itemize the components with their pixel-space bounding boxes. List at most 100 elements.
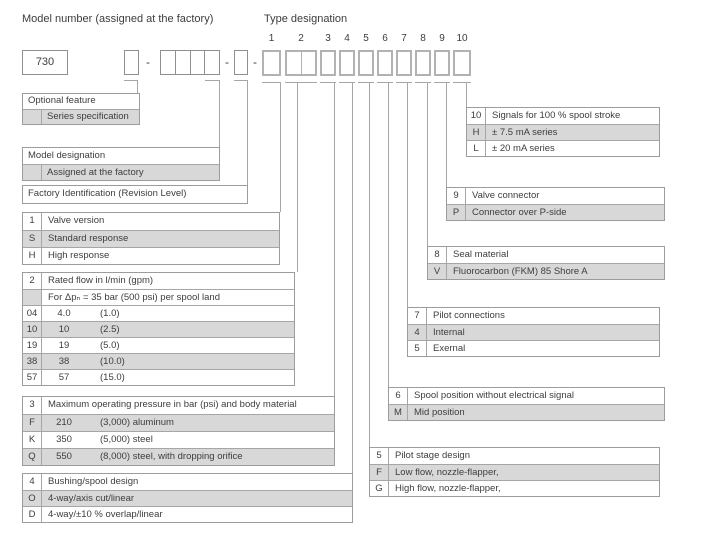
row-label: ± 20 mA series xyxy=(492,143,555,154)
table-row: For Δpₙ = 35 bar (500 psi) per spool lan… xyxy=(23,289,294,305)
code-cell: S xyxy=(23,231,42,247)
connector-8-drop xyxy=(427,82,428,246)
table-row: 6 Spool position without electrical sign… xyxy=(389,388,664,404)
type-box-5 xyxy=(358,50,374,76)
row-label: Standard response xyxy=(48,233,129,244)
connector-1-drop xyxy=(280,82,281,212)
flow-lmin: 38 xyxy=(58,356,70,367)
table-valve-version: 1 Valve version S Standard response H Hi… xyxy=(22,212,280,265)
connector-3 xyxy=(320,82,336,83)
dash-3: - xyxy=(253,55,257,69)
pressure-desc: (3,000) aluminum xyxy=(100,417,174,428)
flow-lmin: 4.0 xyxy=(57,308,71,319)
connector-2-drop xyxy=(297,82,298,272)
row-label: High response xyxy=(48,250,110,261)
table-row: 8 Seal material xyxy=(428,247,664,263)
dash-1: - xyxy=(146,55,150,69)
position-number-9: 9 xyxy=(439,33,445,44)
table-rated-flow: 2 Rated flow in l/min (gpm) For Δpₙ = 35… xyxy=(22,272,295,386)
table-row: 10 10 (2.5) xyxy=(23,321,294,337)
connector-optional xyxy=(124,80,138,81)
code-cell: M xyxy=(389,405,408,420)
code-cell: K xyxy=(23,432,42,448)
table-row: Assigned at the factory xyxy=(23,164,219,180)
position-number-3: 3 xyxy=(325,33,331,44)
type-box-8 xyxy=(415,50,431,76)
code-cell xyxy=(23,290,42,305)
code-cell: 04 xyxy=(23,306,42,321)
model-number-label: Model number (assigned at the factory) xyxy=(22,13,214,25)
type-box-2 xyxy=(285,50,317,76)
code-cell: V xyxy=(428,264,447,279)
connector-revision-drop xyxy=(247,80,248,185)
position-number-2: 2 xyxy=(298,33,304,44)
table-title: Pilot connections xyxy=(433,310,505,321)
position-number: 7 xyxy=(408,308,427,324)
row-label: High flow, nozzle-flapper, xyxy=(395,483,501,494)
pressure-bar: 210 xyxy=(56,417,72,428)
table-row: 4 Internal xyxy=(408,324,659,340)
table-row: P Connector over P-side xyxy=(447,204,664,220)
table-title: Valve connector xyxy=(472,190,540,201)
table-model-designation: Model designation Assigned at the factor… xyxy=(22,147,220,181)
table-title: Factory Identification (Revision Level) xyxy=(28,188,187,199)
connector-9-drop xyxy=(446,82,447,187)
table-row: H High response xyxy=(23,247,279,264)
optional-feature-box xyxy=(124,50,139,75)
position-number-7: 7 xyxy=(401,33,407,44)
table-title: Pilot stage design xyxy=(395,450,470,461)
type-box-4 xyxy=(339,50,355,76)
row-label: Connector over P-side xyxy=(472,207,567,218)
position-number-5: 5 xyxy=(363,33,369,44)
revision-box xyxy=(234,50,248,75)
position-number: 3 xyxy=(23,397,42,414)
row-label: Assigned at the factory xyxy=(47,167,144,178)
table-row: 57 57 (15.0) xyxy=(23,369,294,385)
connector-8 xyxy=(415,82,431,83)
model-prefix-box: 730 xyxy=(22,50,68,75)
table-title: Maximum operating pressure in bar (psi) … xyxy=(48,399,297,410)
table-valve-connector: 9 Valve connector P Connector over P-sid… xyxy=(446,187,665,221)
table-row: Series specification xyxy=(23,109,139,124)
table-title: Rated flow in l/min (gpm) xyxy=(48,275,154,286)
table-title: Model designation xyxy=(28,150,106,161)
row-label: Exernal xyxy=(433,343,466,354)
position-number-4: 4 xyxy=(344,33,350,44)
connector-5 xyxy=(358,82,374,83)
code-cell: 19 xyxy=(23,338,42,353)
flow-lmin: 57 xyxy=(58,372,70,383)
code-cell: 57 xyxy=(23,370,42,385)
code-cell: L xyxy=(467,141,486,156)
code-cell xyxy=(23,110,42,124)
connector-optional-drop xyxy=(137,80,138,93)
row-label: Low flow, nozzle-flapper, xyxy=(395,467,499,478)
position-number: 2 xyxy=(23,273,42,289)
table-spool-position: 6 Spool position without electrical sign… xyxy=(388,387,665,421)
table-title: Valve version xyxy=(48,215,105,226)
position-number-1: 1 xyxy=(268,33,275,44)
table-row: 4 Bushing/spool design xyxy=(23,474,352,490)
table-row: 7 Pilot connections xyxy=(408,308,659,324)
table-row: 5 Pilot stage design xyxy=(370,448,659,464)
position-number: 10 xyxy=(467,108,486,124)
table-row: D 4-way/±10 % overlap/linear xyxy=(23,506,352,522)
table-row: H ± 7.5 mA series xyxy=(467,124,659,140)
code-cell: Q xyxy=(23,449,42,465)
table-row: 9 Valve connector xyxy=(447,188,664,204)
connector-7 xyxy=(396,82,412,83)
type-box-7 xyxy=(396,50,412,76)
model-prefix: 730 xyxy=(35,56,55,68)
type-box-6 xyxy=(377,50,393,76)
code-cell: H xyxy=(467,125,486,140)
table-subheader: For Δpₙ = 35 bar (500 psi) per spool lan… xyxy=(48,292,220,303)
flow-gpm: (10.0) xyxy=(100,356,125,367)
type-box-3 xyxy=(320,50,336,76)
flow-lmin: 10 xyxy=(58,324,70,335)
table-seal-material: 8 Seal material V Fluorocarbon (FKM) 85 … xyxy=(427,246,665,280)
row-label: 4-way/±10 % overlap/linear xyxy=(48,509,163,520)
row-label: Series specification xyxy=(47,111,129,122)
flow-gpm: (2.5) xyxy=(100,324,120,335)
code-cell: 38 xyxy=(23,354,42,369)
position-number: 9 xyxy=(447,188,466,204)
